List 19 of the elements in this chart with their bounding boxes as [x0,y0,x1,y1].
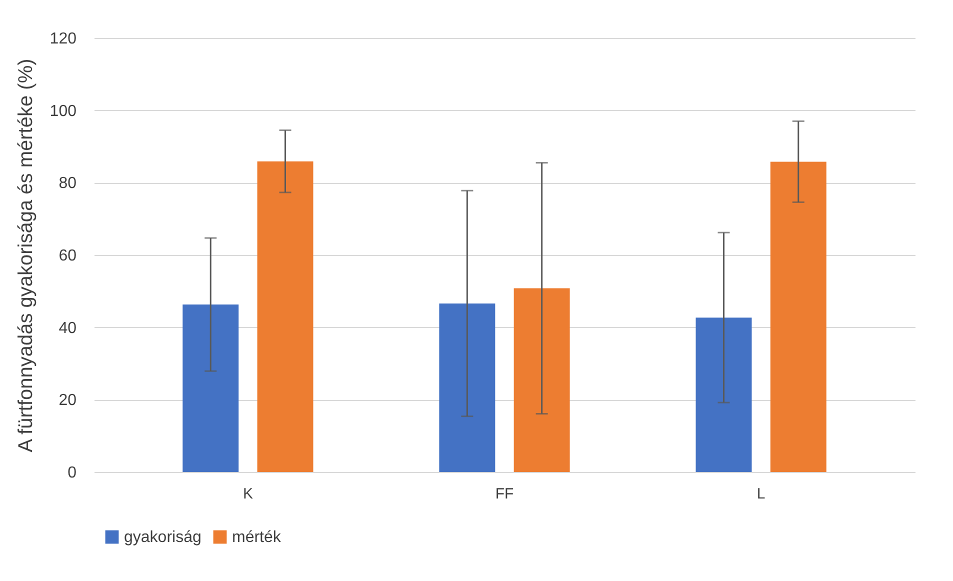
y-tick-label: 80 [58,175,77,192]
y-tick-label: 40 [58,320,77,337]
bar [514,288,570,472]
y-axis-title: A fürtfonnyadás gyakorisága és mértéke (%) [14,58,37,452]
y-tick-label: 20 [58,392,77,410]
bar [439,303,496,472]
y-tick-label: 120 [50,30,77,48]
bar [770,162,826,472]
y-tick-label: 60 [58,248,77,264]
legend-label: gyakoriság [124,529,202,546]
x-tick-label: K [242,486,253,502]
bar [696,318,752,472]
bar [182,304,239,472]
x-tick-label: FF [495,486,514,502]
y-tick-label: 100 [50,102,77,120]
y-tick-label: 0 [68,464,77,482]
legend-label: mérték [232,529,282,546]
bar [257,161,314,472]
x-tick-label: L [756,486,766,502]
